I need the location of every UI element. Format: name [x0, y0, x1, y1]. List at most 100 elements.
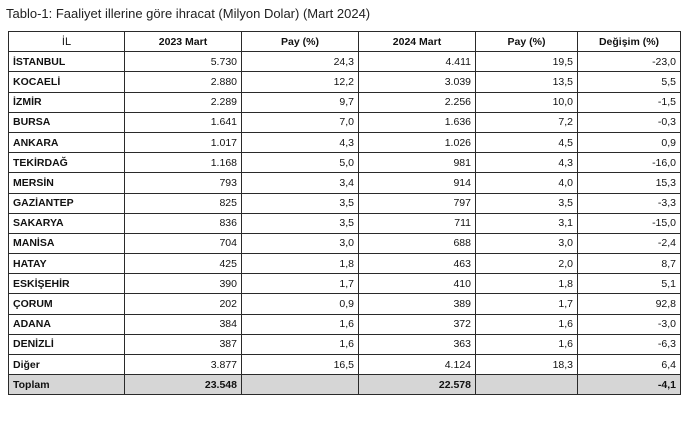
cell-pay-2024: 4,3: [475, 152, 578, 174]
header-2024: 2024 Mart: [358, 30, 476, 53]
cell-change: 92,8: [577, 293, 681, 315]
total-change: -4,1: [577, 374, 681, 396]
cell-2024: 389: [358, 293, 476, 315]
table-row: ADANA 384 1,6 372 1,6 -3,0: [8, 313, 681, 335]
table-row: KOCAELİ 2.880 12,2 3.039 13,5 5,5: [8, 71, 681, 93]
cell-pay-2023: 4,3: [241, 131, 359, 154]
cell-2024: 914: [358, 172, 476, 194]
table-row: İSTANBUL 5.730 24,3 4.411 19,5 -23,0: [8, 51, 681, 73]
cell-il: KOCAELİ: [8, 71, 125, 93]
cell-pay-2023: 9,7: [241, 91, 359, 113]
cell-il: İSTANBUL: [8, 51, 125, 73]
cell-2023: 836: [124, 212, 242, 234]
cell-il: MANİSA: [8, 232, 125, 255]
cell-2023: 390: [124, 273, 242, 295]
cell-2024: 4.124: [358, 353, 476, 376]
cell-pay-2023: 16,5: [241, 353, 359, 376]
cell-pay-2024: 7,2: [475, 111, 578, 133]
table-row: TEKİRDAĞ 1.168 5,0 981 4,3 -16,0: [8, 152, 681, 174]
cell-pay-2024: 18,3: [475, 353, 578, 376]
cell-change: 5,5: [577, 71, 681, 93]
cell-2024: 463: [358, 253, 476, 275]
cell-il: SAKARYA: [8, 212, 125, 234]
cell-pay-2023: 1,8: [241, 253, 359, 275]
cell-il: ÇORUM: [8, 293, 125, 315]
cell-il: ESKİŞEHİR: [8, 273, 125, 295]
header-pay-2023: Pay (%): [241, 30, 359, 53]
cell-change: -23,0: [577, 51, 681, 73]
cell-2024: 363: [358, 333, 476, 356]
export-table: İL 2023 Mart Pay (%) 2024 Mart Pay (%) D…: [8, 30, 681, 396]
cell-pay-2023: 3,5: [241, 212, 359, 234]
cell-il: HATAY: [8, 253, 125, 275]
cell-2024: 3.039: [358, 71, 476, 93]
table-caption: Tablo-1: Faaliyet illerine göre ihracat …: [6, 6, 371, 21]
cell-pay-2023: 12,2: [241, 71, 359, 93]
cell-2024: 797: [358, 192, 476, 214]
table-row: İZMİR 2.289 9,7 2.256 10,0 -1,5: [8, 91, 681, 113]
cell-change: -16,0: [577, 152, 681, 174]
table-row: GAZİANTEP 825 3,5 797 3,5 -3,3: [8, 192, 681, 214]
cell-pay-2023: 1,7: [241, 273, 359, 295]
table-row: ÇORUM 202 0,9 389 1,7 92,8: [8, 293, 681, 315]
cell-change: -3,3: [577, 192, 681, 214]
cell-2023: 2.880: [124, 71, 242, 93]
header-row: İL 2023 Mart Pay (%) 2024 Mart Pay (%) D…: [8, 30, 681, 53]
cell-il: GAZİANTEP: [8, 192, 125, 214]
header-il: İL: [8, 30, 125, 53]
cell-pay-2024: 3,5: [475, 192, 578, 214]
cell-change: -0,3: [577, 111, 681, 133]
cell-pay-2024: 3,1: [475, 212, 578, 234]
cell-2023: 425: [124, 253, 242, 275]
cell-pay-2024: 1,7: [475, 293, 578, 315]
table-row: DENİZLİ 387 1,6 363 1,6 -6,3: [8, 333, 681, 356]
total-row: Toplam 23.548 22.578 -4,1: [8, 374, 681, 396]
cell-change: -15,0: [577, 212, 681, 234]
cell-il: MERSİN: [8, 172, 125, 194]
total-label: Toplam: [8, 374, 125, 396]
cell-il: TEKİRDAĞ: [8, 152, 125, 174]
cell-il: İZMİR: [8, 91, 125, 113]
cell-2023: 793: [124, 172, 242, 194]
cell-change: 6,4: [577, 353, 681, 376]
header-pay-2024: Pay (%): [475, 30, 578, 53]
table-row: MERSİN 793 3,4 914 4,0 15,3: [8, 172, 681, 194]
cell-2024: 2.256: [358, 91, 476, 113]
cell-change: -3,0: [577, 313, 681, 335]
cell-change: 5,1: [577, 273, 681, 295]
cell-pay-2023: 1,6: [241, 333, 359, 356]
cell-2023: 825: [124, 192, 242, 214]
table-row: SAKARYA 836 3,5 711 3,1 -15,0: [8, 212, 681, 234]
cell-pay-2023: 7,0: [241, 111, 359, 133]
table-row: HATAY 425 1,8 463 2,0 8,7: [8, 253, 681, 275]
cell-pay-2024: 4,0: [475, 172, 578, 194]
cell-il: ADANA: [8, 313, 125, 335]
total-pay-2024: [475, 374, 578, 396]
cell-pay-2024: 1,8: [475, 273, 578, 295]
header-change: Değişim (%): [577, 30, 681, 53]
cell-change: -2,4: [577, 232, 681, 255]
cell-change: -1,5: [577, 91, 681, 113]
cell-pay-2023: 1,6: [241, 313, 359, 335]
total-pay-2023: [241, 374, 359, 396]
cell-2023: 1.641: [124, 111, 242, 133]
total-2023: 23.548: [124, 374, 242, 396]
table-row: ESKİŞEHİR 390 1,7 410 1,8 5,1: [8, 273, 681, 295]
cell-2023: 704: [124, 232, 242, 255]
table-row: Diğer 3.877 16,5 4.124 18,3 6,4: [8, 353, 681, 376]
header-2023: 2023 Mart: [124, 30, 242, 53]
cell-2023: 1.168: [124, 152, 242, 174]
cell-2023: 3.877: [124, 353, 242, 376]
cell-il: Diğer: [8, 353, 125, 376]
table-row: ANKARA 1.017 4,3 1.026 4,5 0,9: [8, 131, 681, 154]
table-row: BURSA 1.641 7,0 1.636 7,2 -0,3: [8, 111, 681, 133]
cell-pay-2024: 4,5: [475, 131, 578, 154]
cell-2024: 372: [358, 313, 476, 335]
cell-2024: 1.636: [358, 111, 476, 133]
total-2024: 22.578: [358, 374, 476, 396]
cell-pay-2024: 19,5: [475, 51, 578, 73]
cell-pay-2024: 3,0: [475, 232, 578, 255]
cell-change: 0,9: [577, 131, 681, 154]
cell-pay-2024: 10,0: [475, 91, 578, 113]
cell-2023: 384: [124, 313, 242, 335]
